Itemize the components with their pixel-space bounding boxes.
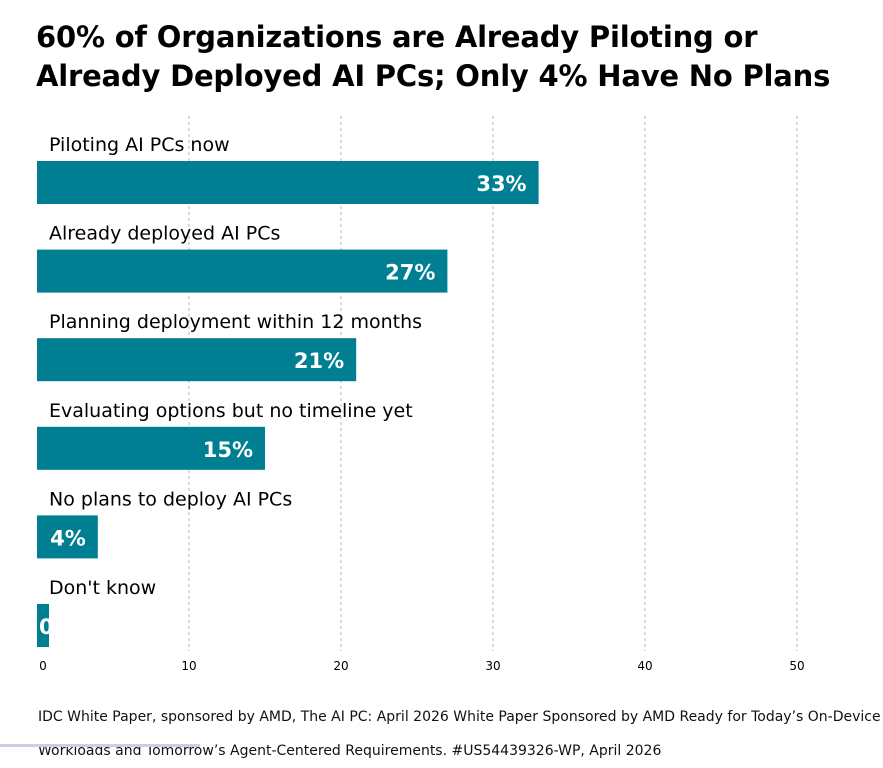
bar	[37, 338, 357, 382]
bars: Piloting AI PCs now 33% Already deployed A…	[37, 134, 539, 647]
x-tick-label: 0	[39, 659, 47, 673]
category-label: Don't know	[49, 577, 156, 599]
category-label: Piloting AI PCs now	[49, 134, 230, 156]
source-note: IDC White Paper, sponsored by AMD, The A…	[38, 709, 881, 759]
bar	[37, 426, 265, 470]
bar	[37, 161, 539, 204]
x-tick-label: 10	[181, 659, 196, 673]
value-label: 27%	[385, 261, 435, 285]
x-tick-label: 40	[637, 659, 652, 673]
value-label: 15%	[203, 438, 253, 462]
x-tick-label: 20	[333, 659, 348, 673]
category-label: No plans to deploy AI PCs	[49, 488, 292, 510]
value-label: 21%	[294, 349, 344, 373]
bar-chart: Piloting AI PCs now 33% Already deployed A…	[37, 116, 805, 673]
chart-title: 60% of Organizations are Already Pilotin…	[36, 20, 831, 93]
x-tick-label: 50	[789, 659, 804, 673]
x-axis: 0 10 20 30 40 50	[39, 659, 804, 673]
bottom-scroll-indicator	[0, 744, 200, 747]
category-label: Planning deployment within 12 months	[49, 311, 422, 333]
category-label: Evaluating options but no timeline yet	[49, 400, 413, 422]
category-label: Already deployed AI PCs	[49, 223, 280, 245]
value-label: 33%	[476, 172, 526, 196]
value-label: 4%	[50, 526, 86, 550]
value-label: 0	[39, 615, 54, 639]
bar	[37, 515, 98, 559]
x-tick-label: 30	[485, 659, 500, 673]
gridlines	[188, 116, 798, 651]
bar	[37, 249, 448, 293]
bar	[37, 604, 49, 647]
